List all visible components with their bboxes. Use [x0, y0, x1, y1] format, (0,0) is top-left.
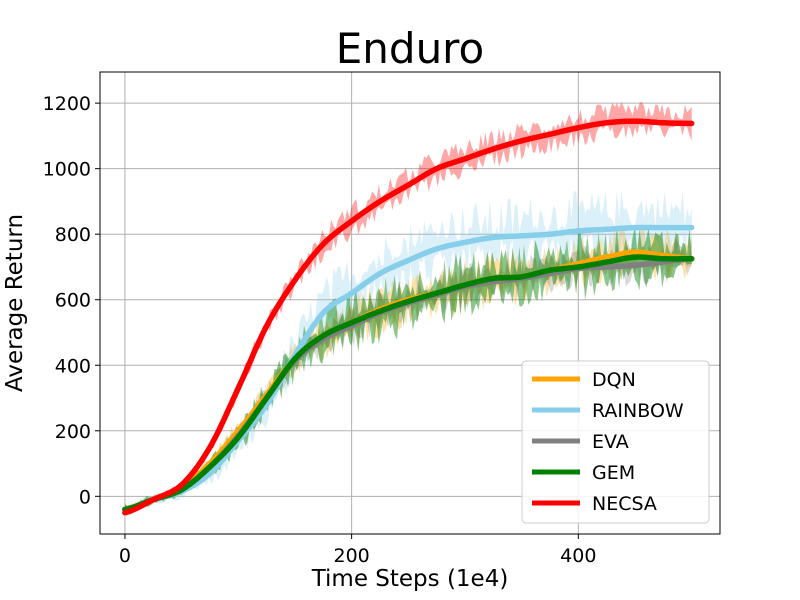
grid: [100, 72, 720, 534]
y-tick-label: 1200: [43, 93, 91, 115]
legend: DQN RAINBOW EVA GEM NECSA: [521, 360, 710, 524]
plot-frame: [99, 71, 721, 535]
y-axis-label: Average Return: [2, 214, 28, 392]
y-tick-label: 200: [55, 421, 91, 443]
line-gem: [122, 254, 695, 513]
y-tick-label: 600: [55, 290, 91, 312]
series-lines: [122, 118, 695, 516]
x-tick-label: 200: [333, 545, 369, 567]
y-tick-label: 1000: [43, 159, 91, 181]
legend-label-eva: EVA: [592, 431, 629, 453]
x-axis-label: Time Steps (1e4): [311, 566, 509, 592]
x-tick-label: 400: [560, 545, 596, 567]
legend-label-necsa: NECSA: [592, 493, 657, 515]
axis-ticks: 0 200 400 0 200 400 600 800 1000 1200: [43, 93, 597, 567]
legend-label-dqn: DQN: [592, 369, 636, 391]
legend-box: [521, 360, 710, 524]
legend-label-rainbow: RAINBOW: [592, 400, 684, 422]
y-tick-label: 400: [55, 355, 91, 377]
line-necsa: [122, 118, 695, 516]
legend-label-gem: GEM: [592, 462, 635, 484]
line-rainbow: [122, 224, 695, 513]
y-tick-label: 0: [79, 486, 91, 508]
y-tick-label: 800: [55, 224, 91, 246]
chart-title: Enduro: [336, 24, 484, 73]
x-tick-label: 0: [119, 545, 131, 567]
